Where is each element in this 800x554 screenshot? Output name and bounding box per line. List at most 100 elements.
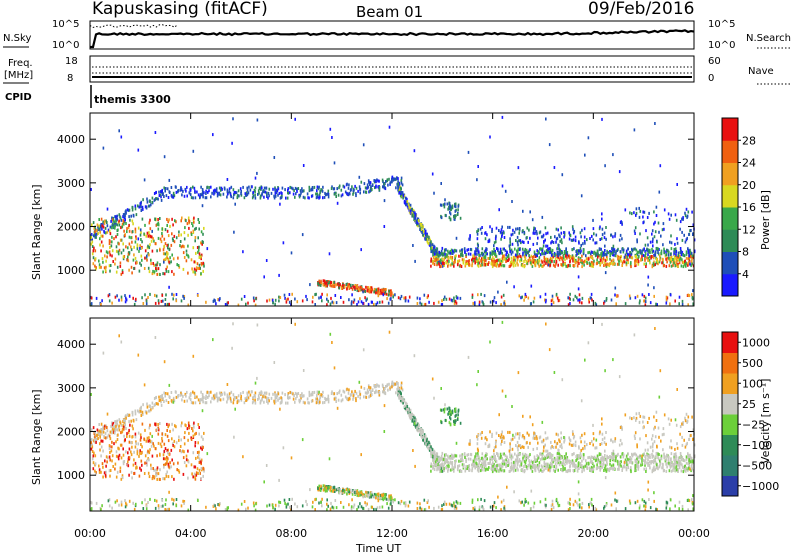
power-cell — [574, 235, 577, 239]
power-cell — [481, 257, 483, 261]
power-cell — [654, 220, 656, 224]
power-cell — [373, 302, 375, 306]
power-cell — [599, 262, 602, 265]
velocity-cell — [371, 393, 373, 397]
power-cell — [668, 264, 671, 268]
velocity-cell — [424, 441, 426, 445]
power-cell — [213, 298, 215, 302]
power-cell — [296, 187, 298, 191]
power-cell — [119, 261, 122, 265]
power-cell — [550, 253, 553, 257]
power-cell — [130, 265, 133, 269]
power-cell — [501, 233, 503, 237]
power-cell — [690, 229, 692, 232]
power-cell — [504, 302, 506, 306]
power-cell — [448, 207, 451, 211]
velocity-cell — [249, 393, 252, 397]
power-cell — [216, 194, 219, 198]
velocity-cell — [108, 444, 111, 448]
power-cell — [320, 188, 322, 192]
velocity-cell — [246, 393, 249, 397]
power-cell — [397, 182, 399, 186]
power-cell — [366, 186, 369, 190]
power-cell — [182, 267, 185, 271]
power-cell — [333, 280, 335, 284]
power-cell — [342, 184, 345, 188]
power-cell — [548, 250, 550, 254]
power-cell — [527, 296, 530, 300]
power-cell — [516, 258, 519, 262]
power-cell — [397, 177, 399, 181]
power-cell — [166, 217, 168, 221]
velocity-cell — [471, 467, 474, 471]
velocity-cell — [200, 446, 202, 450]
velocity-cell — [522, 458, 524, 462]
velocity-cell — [162, 453, 165, 457]
power-cell — [520, 258, 522, 262]
power-cell — [150, 239, 153, 243]
velocity-cell — [406, 405, 409, 408]
velocity-cell — [277, 398, 279, 402]
power-cell — [98, 218, 100, 221]
velocity-cell — [373, 384, 375, 388]
power-cell — [603, 300, 606, 304]
power-cell — [588, 257, 590, 261]
power-cell — [459, 249, 461, 253]
power-cell — [356, 284, 358, 288]
power-cell — [449, 210, 451, 214]
power-cell — [207, 190, 209, 194]
power-cell — [91, 252, 94, 256]
velocity-cell — [391, 380, 394, 384]
power-cell — [252, 296, 255, 300]
power-cell — [655, 258, 658, 262]
velocity-cell — [102, 465, 104, 469]
velocity-cell — [200, 398, 203, 402]
power-cell — [152, 262, 154, 265]
velocity-cell — [117, 446, 119, 450]
power-cell — [655, 247, 658, 250]
power-cell — [159, 263, 161, 267]
power-cell — [611, 252, 613, 255]
power-cell — [494, 254, 497, 258]
power-cell — [420, 224, 422, 228]
power-cell — [499, 262, 502, 266]
power-cell — [437, 252, 439, 256]
power-cell — [94, 227, 97, 231]
velocity-cell — [171, 442, 174, 446]
power-cell — [407, 205, 409, 209]
power-cell — [412, 244, 414, 247]
power-cell — [620, 255, 622, 259]
power-cell — [630, 265, 632, 269]
power-cell — [670, 264, 673, 268]
power-cell — [101, 227, 103, 231]
power-cell — [167, 220, 169, 224]
velocity-cell — [383, 387, 386, 391]
velocity-cell — [179, 449, 181, 453]
power-cell — [542, 233, 545, 237]
velocity-cell — [162, 457, 165, 461]
power-cell — [678, 302, 680, 306]
velocity-cell — [131, 410, 134, 414]
power-cell — [455, 236, 458, 240]
power-cell — [355, 192, 357, 196]
power-cell — [385, 292, 388, 296]
power-cell — [167, 270, 170, 274]
power-cell — [520, 296, 522, 300]
power-cell — [419, 222, 422, 226]
velocity-cell — [128, 447, 131, 451]
velocity-cell — [194, 401, 197, 405]
velocity-cell — [637, 455, 640, 459]
power-cell — [160, 299, 163, 303]
power-cell — [124, 233, 126, 237]
power-cell — [538, 264, 540, 268]
velocity-cell — [397, 385, 399, 389]
velocity-cell — [211, 396, 213, 400]
power-cell — [198, 252, 201, 256]
power-cell — [162, 192, 164, 196]
power-cell — [674, 299, 676, 303]
power-cell — [481, 251, 483, 255]
power-cell — [109, 246, 111, 249]
power-cell — [431, 246, 433, 250]
power-cell — [268, 194, 270, 198]
velocity-cell — [422, 430, 424, 434]
